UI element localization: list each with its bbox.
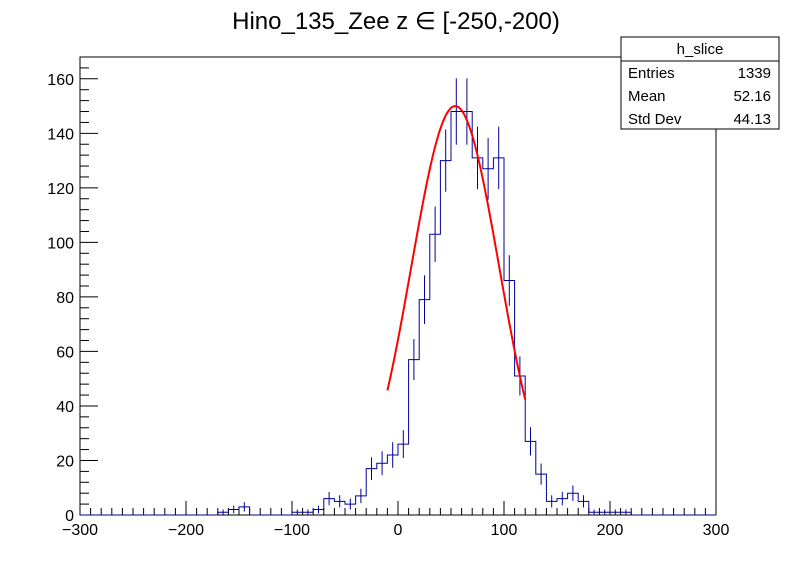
- y-tick-label: 40: [56, 399, 74, 416]
- x-tick-label: 300: [703, 522, 730, 539]
- y-tick-label: 100: [47, 235, 74, 252]
- y-tick-label: 140: [47, 126, 74, 143]
- stats-mean-label: Mean: [628, 88, 666, 105]
- y-axis: 0 20 40 60 80 100 120 140 160: [47, 56, 98, 525]
- x-tick-label: 100: [491, 522, 518, 539]
- y-tick-label: 80: [56, 290, 74, 307]
- histogram-outline: [80, 111, 716, 516]
- stats-stddev-label: Std Dev: [628, 111, 682, 128]
- plot-area: −300 −200 −100 0 100 200 300 0 20 40 60 80 100 120 14…: [47, 56, 729, 539]
- stats-entries-value: 1339: [738, 65, 771, 82]
- y-tick-label: 20: [56, 453, 74, 470]
- stats-stddev-value: 44.13: [733, 111, 771, 128]
- stats-entries-label: Entries: [628, 65, 675, 82]
- stats-box-frame: [620, 36, 780, 130]
- stats-mean-value: 52.16: [733, 88, 771, 105]
- stats-box-name: h_slice: [677, 41, 724, 58]
- histogram-series: [80, 78, 716, 516]
- x-tick-label: −100: [274, 522, 310, 539]
- fit-curve-series: [386, 105, 527, 400]
- y-tick-label: 0: [65, 508, 74, 525]
- y-tick-label: 120: [47, 181, 74, 198]
- y-tick-label: 160: [47, 72, 74, 89]
- gaussian-fit-line: [386, 105, 527, 400]
- y-tick-label: 60: [56, 344, 74, 361]
- chart-title: Hino_135_Zee z ∈ [-250,-200): [232, 8, 560, 35]
- x-tick-label: 200: [597, 522, 624, 539]
- x-tick-label: 0: [394, 522, 403, 539]
- x-tick-label: −200: [168, 522, 204, 539]
- stats-box: h_slice Entries 1339 Mean 52.16 Std Dev …: [620, 36, 780, 130]
- x-tick-label: −300: [62, 522, 98, 539]
- x-axis: −300 −200 −100 0 100 200 300: [62, 501, 729, 539]
